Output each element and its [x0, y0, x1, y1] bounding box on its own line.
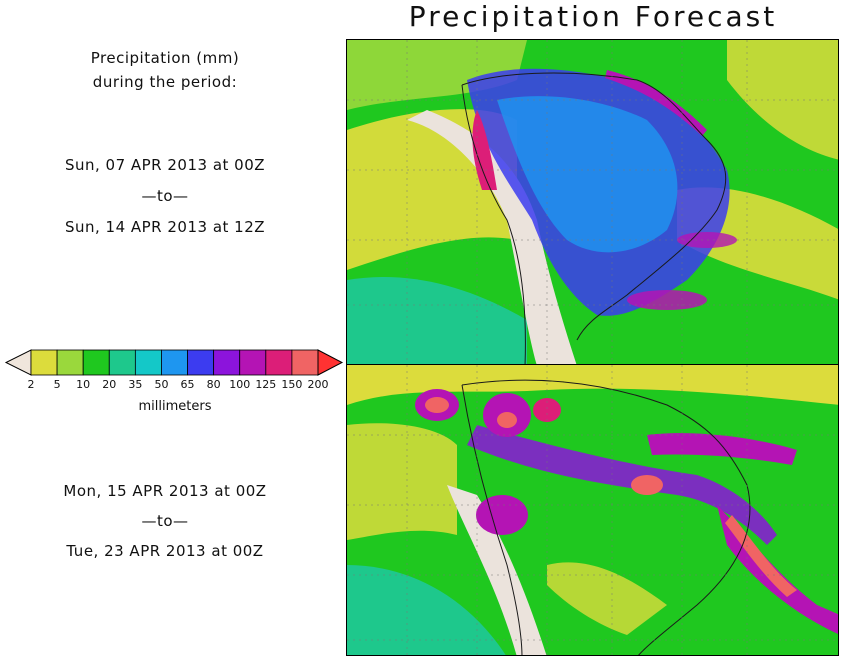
precip-band-teal-sw [347, 276, 527, 364]
legend-units: millimeters [138, 399, 212, 414]
precip-band-coastal [605, 70, 707, 136]
caption-line-1: Precipitation (mm) [90, 49, 240, 67]
map-gridlines [347, 40, 838, 364]
precip-peak-south-atlantic [725, 515, 797, 597]
precip-band-north-coast [647, 433, 797, 465]
coastline-east [461, 379, 751, 655]
precip-band-green-nw [347, 40, 527, 110]
precip-area-amazon [497, 96, 678, 253]
legend-swatch-10 [291, 349, 319, 376]
coastline-west [461, 384, 523, 655]
legend-swatch-9 [265, 349, 293, 376]
period-1-label: Sun, 07 APR 2013 at 00Z —to— Sun, 14 APR… [0, 150, 330, 243]
precip-peak-colombia-core [497, 412, 517, 428]
legend-swatch-4 [134, 349, 162, 376]
legend-tick-label: 2 [27, 378, 35, 391]
precip-peak-amazon [631, 475, 663, 495]
period-1-start: Sun, 07 APR 2013 at 00Z [64, 156, 266, 174]
caption-line-2: during the period: [92, 73, 238, 91]
map-panel-week-2 [346, 364, 839, 656]
legend-swatch-7 [213, 349, 241, 376]
legend-tick-label: 5 [53, 378, 61, 391]
precip-peak-pacific-core [425, 397, 449, 413]
precip-peak-andes [472, 110, 497, 190]
dry-land-strip [447, 485, 547, 655]
period-1-end: Sun, 14 APR 2013 at 12Z [64, 218, 266, 236]
legend-swatch-3 [108, 349, 136, 376]
legend-swatch-8 [239, 349, 267, 376]
legend-under-arrow [4, 349, 32, 376]
legend-tick-label: 10 [76, 378, 91, 391]
coastline-east [461, 72, 727, 341]
legend-over-arrow [317, 349, 344, 376]
legend-tick-label: 125 [255, 378, 277, 391]
precip-band-yellow-west [347, 423, 457, 540]
precip-peak-venezuela [533, 398, 561, 422]
precip-map-week-1 [347, 40, 838, 364]
legend-tick-label: 150 [281, 378, 303, 391]
map-panel-week-1 [346, 39, 839, 365]
dry-land-strip [407, 110, 577, 364]
caption: Precipitation (mm) during the period: [0, 46, 330, 94]
period-1-separator: —to— [141, 187, 189, 205]
chart-title: Precipitation Forecast [408, 0, 778, 33]
color-legend: 2 5 10 20 35 50 65 80 100 125 150 200 millimeters [0, 340, 345, 420]
legend-colorbar [4, 349, 344, 376]
legend-tick-label: 50 [154, 378, 169, 391]
precip-peak-south-atlantic [627, 290, 707, 310]
legend-tick-label: 65 [180, 378, 195, 391]
legend-tick-label: 35 [128, 378, 143, 391]
legend-swatch-1 [56, 349, 84, 376]
legend-swatch-2 [82, 349, 110, 376]
period-2-start: Mon, 15 APR 2013 at 00Z [63, 482, 267, 500]
map-gridlines [347, 365, 838, 655]
legend-tick-label: 100 [229, 378, 251, 391]
period-2-end: Tue, 23 APR 2013 at 00Z [66, 542, 264, 560]
precip-band-teal-sw [347, 565, 506, 655]
precip-map-week-2 [347, 365, 838, 655]
precip-band-itcz [467, 425, 777, 545]
legend-swatch-0 [30, 349, 58, 376]
precip-band-yellow-central [547, 562, 667, 635]
period-2-separator: —to— [141, 512, 189, 530]
precip-band-yellow-north [347, 365, 838, 405]
legend-tick-label: 80 [206, 378, 221, 391]
legend-tick-label: 20 [102, 378, 117, 391]
legend-swatch-6 [187, 349, 215, 376]
coastline-west [461, 84, 526, 364]
precip-peak-peru [476, 495, 528, 535]
period-2-label: Mon, 15 APR 2013 at 00Z —to— Tue, 23 APR… [0, 476, 330, 566]
precip-band-yellow-ne [727, 40, 838, 160]
legend-swatch-5 [161, 349, 188, 376]
legend-tick-label: 200 [307, 378, 329, 391]
precip-band-south-atlantic [717, 505, 838, 635]
